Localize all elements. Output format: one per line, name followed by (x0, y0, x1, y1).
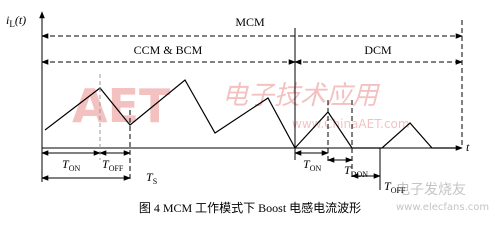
interval-label: TON (62, 157, 80, 173)
diagram: AET www.ChinaAET.com 电子技术应用 电子发烧友 www.el… (6, 11, 489, 215)
watermark: 电子技术应用 (222, 81, 381, 111)
interval-label: TS (146, 170, 157, 186)
interval-label: TDON (344, 163, 368, 179)
watermark: www.elecfans.com (396, 202, 489, 213)
mode-label: DCM (364, 43, 392, 57)
watermarks: AET www.ChinaAET.com 电子技术应用 电子发烧友 www.el… (72, 79, 489, 213)
mode-label: MCM (235, 15, 265, 29)
watermark: AET (72, 79, 171, 133)
interval-label: TON (303, 157, 321, 173)
interval-label: TOFF (102, 157, 124, 173)
mode-label: CCM & BCM (134, 43, 203, 57)
axis-label: iL(t) (6, 13, 26, 29)
watermark: 电子发烧友 (396, 182, 466, 198)
caption: 图 4 MCM 工作模式下 Boost 电感电流波形 (139, 200, 361, 215)
interval-label: TOFF (384, 179, 406, 195)
inductor-current (44, 79, 458, 150)
time-label: t (466, 140, 470, 154)
watermark: www.ChinaAET.com (292, 117, 410, 131)
